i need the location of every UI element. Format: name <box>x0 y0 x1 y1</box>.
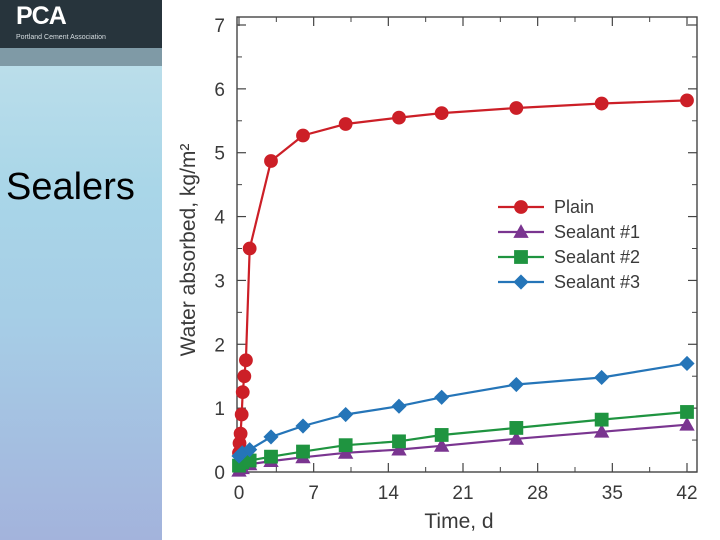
data-point-plain <box>594 96 609 111</box>
axis-ticks <box>237 17 697 473</box>
data-point-sealant-3 <box>594 369 610 386</box>
data-point-plain <box>237 369 252 384</box>
data-point-sealant-3 <box>508 376 524 393</box>
side-panel: PCA Portland Cement Association Sealers <box>0 0 162 540</box>
data-point-sealant-3 <box>295 418 311 434</box>
x-tick-label: 21 <box>452 483 473 504</box>
data-point-sealant-2 <box>594 412 609 427</box>
data-point-sealant-3 <box>263 429 279 445</box>
x-tick-label: 0 <box>234 483 245 504</box>
series-line-plain <box>237 99 688 453</box>
data-point-sealant-1 <box>508 430 525 445</box>
legend-label-sealant-2: Sealant #2 <box>554 247 640 267</box>
data-point-plain <box>392 110 406 125</box>
legend-marker-sealant-1 <box>513 224 529 238</box>
legend-marker-plain <box>514 200 528 214</box>
x-tick-label: 14 <box>378 483 400 504</box>
y-tick-label: 5 <box>214 144 225 165</box>
legend-marker-sealant-3 <box>513 274 529 290</box>
legend-label-sealant-3: Sealant #3 <box>554 272 640 292</box>
data-point-plain <box>338 117 353 131</box>
data-point-plain <box>264 154 278 168</box>
pca-logo-subtitle: Portland Cement Association <box>16 34 106 41</box>
x-tick-labels: 0 7 14 21 28 35 42 <box>234 483 698 504</box>
data-point-sealant-2 <box>338 438 353 453</box>
y-tick-label: 1 <box>214 399 225 420</box>
data-point-sealant-3 <box>679 355 695 372</box>
y-tick-label: 6 <box>214 80 225 101</box>
x-tick-label: 35 <box>602 483 623 504</box>
y-tick-label: 3 <box>214 271 225 292</box>
data-point-plain <box>296 128 310 143</box>
data-point-sealant-2 <box>296 444 310 459</box>
data-point-sealant-1 <box>433 437 450 452</box>
data-point-sealant-2 <box>392 434 406 449</box>
x-tick-label: 7 <box>308 483 319 504</box>
series-plain <box>232 93 694 460</box>
data-point-plain <box>234 407 249 422</box>
legend-label-sealant-1: Sealant #1 <box>554 222 640 242</box>
y-tick-labels: 0 1 2 3 4 5 6 7 <box>214 16 225 484</box>
slide-title: Sealers <box>6 166 135 208</box>
data-point-plain <box>509 101 524 115</box>
data-point-sealant-1 <box>593 423 610 438</box>
x-axis-label: Time, d <box>424 510 493 533</box>
data-point-sealant-2 <box>680 405 694 419</box>
data-point-sealant-2 <box>264 449 278 464</box>
data-point-plain <box>242 241 257 256</box>
data-point-plain <box>239 353 253 368</box>
x-tick-label: 28 <box>527 483 548 504</box>
y-tick-label: 4 <box>214 208 225 229</box>
data-point-plain <box>233 426 248 441</box>
data-point-sealant-3 <box>338 406 354 423</box>
data-point-sealant-2 <box>509 421 524 435</box>
header-divider <box>0 48 162 66</box>
data-point-sealant-1 <box>679 416 695 431</box>
data-point-sealant-3 <box>434 389 450 405</box>
data-point-sealant-1 <box>337 445 354 459</box>
series-sealant-3 <box>231 355 695 464</box>
data-point-plain <box>680 93 694 108</box>
y-tick-label: 7 <box>214 16 225 37</box>
legend-label-plain: Plain <box>554 197 594 217</box>
legend-marker-sealant-2 <box>514 250 528 264</box>
series-layer <box>231 93 695 477</box>
plot-frame <box>236 16 698 473</box>
data-point-sealant-2 <box>434 428 449 442</box>
data-point-plain <box>434 106 449 121</box>
data-point-sealant-3 <box>242 442 258 458</box>
y-axis-label: Water absorbed, kg/m² <box>177 144 200 357</box>
water-absorption-chart: 0 7 14 21 28 35 42 0 1 2 3 4 5 6 7 Plain Sealant #1 Sea… <box>177 16 698 533</box>
y-tick-label: 2 <box>214 335 225 356</box>
legend: Plain Sealant #1 Sealant #2 Sealant #3 <box>498 197 640 292</box>
y-tick-label: 0 <box>214 463 225 484</box>
series-line-sealant-3 <box>238 362 688 457</box>
pca-logo: PCA <box>16 2 67 30</box>
x-tick-label: 42 <box>676 483 697 504</box>
data-point-sealant-1 <box>391 441 407 456</box>
logo-band: PCA Portland Cement Association <box>0 0 162 48</box>
data-point-plain <box>235 385 250 400</box>
data-point-sealant-3 <box>391 398 407 414</box>
